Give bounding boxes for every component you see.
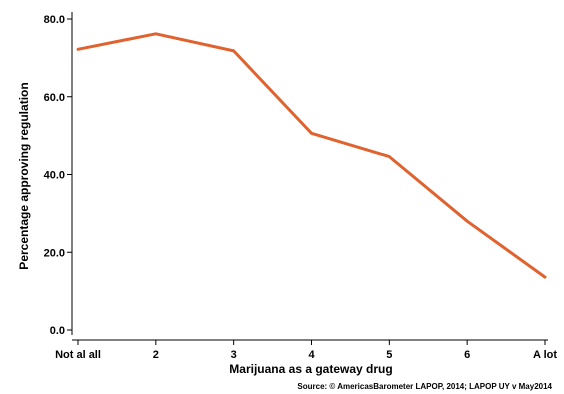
series-group: [76, 32, 547, 279]
source-note: Source: © AmericasBarometer LAPOP, 2014;…: [297, 382, 552, 391]
y-axis: 0.0 20.0 40.0 60.0 80.0: [44, 12, 73, 337]
x-tick-label: Not al all: [55, 349, 101, 361]
y-tick-label: 0.0: [50, 325, 65, 337]
x-axis-title: Marijuana as a gateway drug: [229, 362, 392, 376]
y-tick-label: 40.0: [44, 170, 65, 182]
x-axis: Not al all 2 3 4 5 6 A lot: [55, 339, 557, 361]
x-tick-label: 3: [231, 349, 237, 361]
x-tick-label: 5: [386, 349, 392, 361]
y-tick-label: 20.0: [44, 247, 65, 259]
y-tick-label: 80.0: [44, 14, 65, 26]
y-tick-label: 60.0: [44, 92, 65, 104]
x-tick-label: 4: [308, 349, 315, 361]
series-line: [76, 32, 547, 279]
y-axis-title: Percentage approving regulation: [17, 82, 31, 269]
x-tick-label: 2: [153, 349, 159, 361]
x-tick-label: A lot: [533, 349, 557, 361]
x-tick-label: 6: [464, 349, 470, 361]
